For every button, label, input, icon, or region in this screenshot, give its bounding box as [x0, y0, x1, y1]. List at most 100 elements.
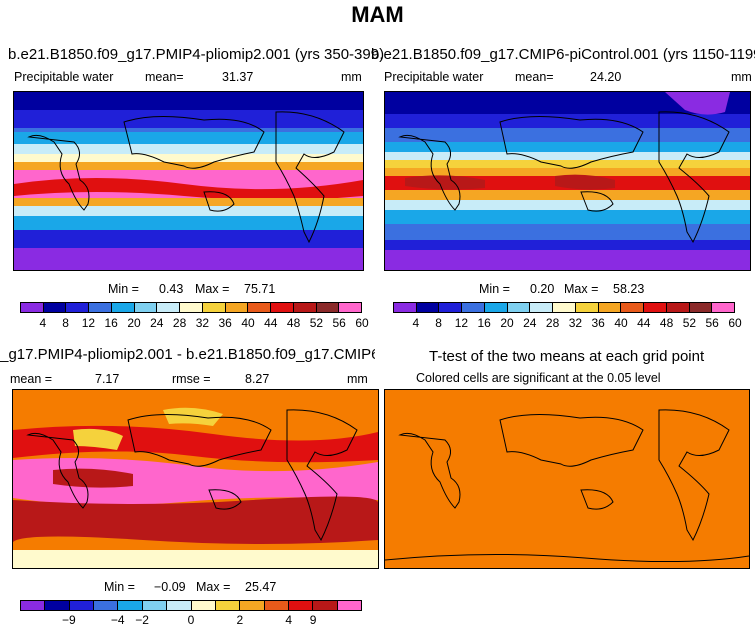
colorbar-swatch: [337, 601, 362, 610]
colorbar-tick-label: 12: [454, 316, 469, 330]
colorbar-tick-label: 44: [264, 316, 278, 330]
colorbar-swatch: [439, 303, 463, 312]
panel1-max-label: Max =: [195, 282, 230, 296]
colorbar-swatch: [689, 303, 713, 312]
colorbar-tick-label: 56: [332, 316, 346, 330]
colorbar-swatch: [167, 601, 192, 610]
panel2-colorbar-ticks: 4 8 12 16 20 24 28 32 36 40 44 48 52 56 60: [393, 316, 741, 330]
colorbar-tick-label: −9: [62, 613, 76, 627]
panel1-min-label: Min =: [108, 282, 139, 296]
panel4-subtitle: Colored cells are significant at the 0.0…: [416, 371, 661, 385]
colorbar-tick-label: 9: [309, 613, 317, 627]
colorbar-swatch: [621, 303, 645, 312]
colorbar-tick-label: 60: [728, 316, 742, 330]
colorbar-tick-label: 0: [187, 613, 195, 627]
colorbar-swatch: [553, 303, 576, 312]
colorbar-swatch: [142, 601, 168, 610]
colorbar-tick-label: 8: [62, 316, 69, 330]
colorbar-tick-label: 12: [81, 316, 96, 330]
colorbar-swatch: [293, 303, 317, 312]
colorbar-swatch: [89, 303, 112, 312]
panel3-units: mm: [347, 372, 368, 386]
colorbar-swatch: [157, 303, 181, 312]
panel1-colorbar-ticks: 4 8 12 16 20 24 28 32 36 40 44 48 52 56 60: [20, 316, 368, 330]
colorbar-tick-label: 48: [286, 316, 301, 330]
panel3-max: 25.47: [245, 580, 277, 594]
panel3-rmse: 8.27: [245, 372, 270, 386]
colorbar-tick-label: 36: [591, 316, 605, 330]
colorbar-swatch: [271, 303, 294, 312]
colorbar-swatch: [288, 601, 314, 610]
colorbar-tick-label: 4: [285, 613, 293, 627]
colorbar-tick-label: 24: [150, 316, 164, 330]
panel1-map: [13, 91, 364, 271]
colorbar-swatch: [598, 303, 622, 312]
panel4-map: [384, 389, 750, 569]
colorbar-swatch: [313, 601, 338, 610]
panel2-map: [384, 91, 751, 271]
panel3-colorbar-ticks: −9 −4 −2 0 2 4 9: [20, 613, 360, 627]
colorbar-swatch: [394, 303, 417, 312]
colorbar-swatch: [94, 601, 119, 610]
colorbar-swatch: [215, 601, 241, 610]
colorbar-swatch: [191, 601, 216, 610]
colorbar-tick-label: 2: [236, 613, 244, 627]
panel3-mean-label: mean =: [10, 372, 53, 386]
panel2-units: mm: [731, 70, 752, 84]
colorbar-tick-label: 8: [435, 316, 442, 330]
panel2-max: 58.23: [613, 282, 645, 296]
panel3-max-label: Max =: [196, 580, 231, 594]
colorbar-tick-label: 40: [614, 316, 628, 330]
colorbar-tick-label: 48: [659, 316, 674, 330]
colorbar-swatch: [225, 303, 249, 312]
colorbar-swatch: [43, 303, 67, 312]
panel1-mean: 31.37: [222, 70, 254, 84]
colorbar-tick-label: 20: [127, 316, 141, 330]
colorbar-swatch: [339, 303, 362, 312]
panel1-colorbar: [20, 302, 362, 313]
colorbar-swatch: [575, 303, 599, 312]
panel1-max: 75.71: [244, 282, 276, 296]
colorbar-swatch: [21, 601, 46, 610]
colorbar-swatch: [69, 601, 95, 610]
colorbar-swatch: [644, 303, 667, 312]
panel2-min-label: Min =: [479, 282, 510, 296]
colorbar-tick-label: 32: [568, 316, 583, 330]
colorbar-swatch: [666, 303, 690, 312]
colorbar-tick-label: 28: [172, 316, 187, 330]
colorbar-tick-label: 36: [218, 316, 232, 330]
colorbar-swatch: [118, 601, 143, 610]
colorbar-swatch: [202, 303, 226, 312]
panel3-rmse-label: rmse =: [172, 372, 211, 386]
colorbar-tick-label: −4: [110, 613, 125, 627]
panel3-min: −0.09: [154, 580, 186, 594]
colorbar-swatch: [316, 303, 340, 312]
panel2-mean: 24.20: [590, 70, 622, 84]
colorbar-tick-label: 16: [477, 316, 491, 330]
panel2-mean-label: mean=: [515, 70, 554, 84]
panel1-min: 0.43: [159, 282, 184, 296]
panel1-mean-label: mean=: [145, 70, 184, 84]
colorbar-swatch: [111, 303, 135, 312]
colorbar-tick-label: 56: [705, 316, 719, 330]
colorbar-swatch: [416, 303, 440, 312]
colorbar-swatch: [248, 303, 272, 312]
colorbar-swatch: [66, 303, 90, 312]
panel1-title: b.e21.B1850.f09_g17.PMIP4-pliomip2.001 (…: [8, 46, 385, 63]
panel3-title-clip: b.e21.B1850.f09_g17.PMIP4-pliomip2.001 -…: [0, 345, 375, 365]
panel3-mean: 7.17: [95, 372, 120, 386]
colorbar-tick-label: 40: [241, 316, 255, 330]
colorbar-tick-label: 44: [637, 316, 651, 330]
colorbar-tick-label: 4: [412, 316, 420, 330]
colorbar-swatch: [507, 303, 531, 312]
panel1-variable: Precipitable water: [14, 70, 114, 84]
colorbar-swatch: [240, 601, 265, 610]
colorbar-swatch: [134, 303, 158, 312]
colorbar-swatch: [45, 601, 70, 610]
colorbar-tick-label: 52: [309, 316, 324, 330]
panel3-map: [12, 389, 379, 569]
colorbar-swatch: [264, 601, 289, 610]
colorbar-tick-label: 32: [195, 316, 210, 330]
panel2-title: b.e21.B1850.f09_g17.CMIP6-piControl.001 …: [371, 46, 755, 63]
panel4-title: T-test of the two means at each grid poi…: [429, 348, 705, 365]
